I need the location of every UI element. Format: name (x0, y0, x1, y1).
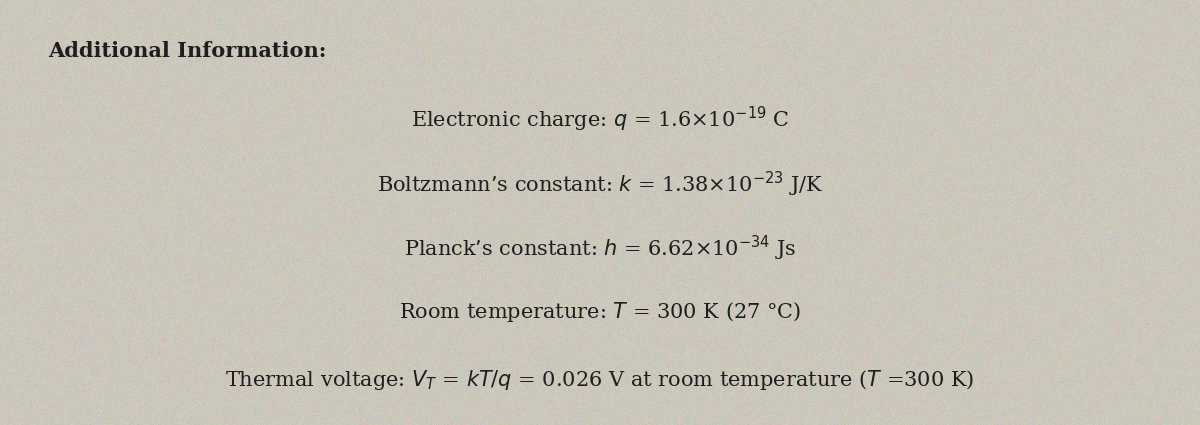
Text: Room temperature: $T$ = 300 K (27 °C): Room temperature: $T$ = 300 K (27 °C) (398, 300, 802, 324)
Text: Thermal voltage: $V_T$ = $kT/q$ = 0.026 V at room temperature ($T$ =300 K): Thermal voltage: $V_T$ = $kT/q$ = 0.026 … (226, 368, 974, 392)
Text: Additional Information:: Additional Information: (48, 41, 326, 61)
Text: Planck’s constant: $h$ = 6.62×10$^{-34}$ Js: Planck’s constant: $h$ = 6.62×10$^{-34}$… (403, 234, 797, 263)
Text: Boltzmann’s constant: $k$ = 1.38×10$^{-23}$ J/K: Boltzmann’s constant: $k$ = 1.38×10$^{-2… (377, 170, 823, 199)
Text: Electronic charge: $q$ = 1.6×10$^{-19}$ C: Electronic charge: $q$ = 1.6×10$^{-19}$ … (410, 105, 790, 133)
